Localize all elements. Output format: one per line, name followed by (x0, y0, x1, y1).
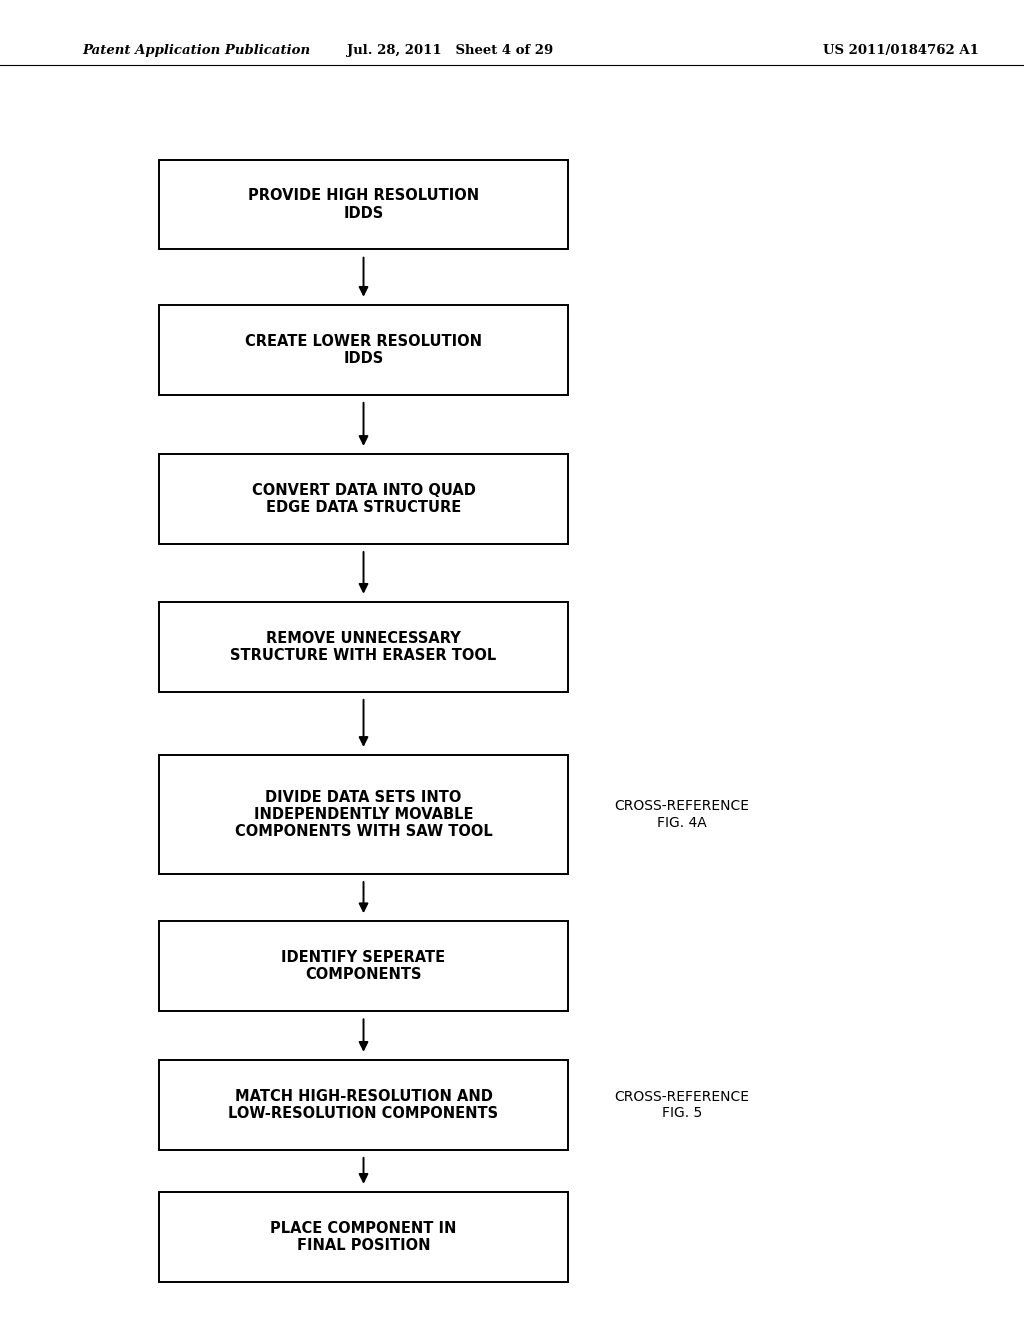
Text: Patent Application Publication: Patent Application Publication (82, 44, 310, 57)
Text: CONVERT DATA INTO QUAD
EDGE DATA STRUCTURE: CONVERT DATA INTO QUAD EDGE DATA STRUCTU… (252, 483, 475, 515)
Text: DIVIDE DATA SETS INTO
INDEPENDENTLY MOVABLE
COMPONENTS WITH SAW TOOL: DIVIDE DATA SETS INTO INDEPENDENTLY MOVA… (234, 789, 493, 840)
Text: MATCH HIGH-RESOLUTION AND
LOW-RESOLUTION COMPONENTS: MATCH HIGH-RESOLUTION AND LOW-RESOLUTION… (228, 1089, 499, 1121)
Bar (159, 1192, 568, 1282)
Text: REMOVE UNNECESSARY
STRUCTURE WITH ERASER TOOL: REMOVE UNNECESSARY STRUCTURE WITH ERASER… (230, 631, 497, 663)
Bar (159, 755, 568, 874)
Text: IDENTIFY SEPERATE
COMPONENTS: IDENTIFY SEPERATE COMPONENTS (282, 950, 445, 982)
Bar (159, 921, 568, 1011)
Text: CROSS-REFERENCE
FIG. 4A: CROSS-REFERENCE FIG. 4A (614, 800, 750, 829)
Text: US 2011/0184762 A1: US 2011/0184762 A1 (823, 44, 979, 57)
Bar (159, 160, 568, 249)
Text: Jul. 28, 2011   Sheet 4 of 29: Jul. 28, 2011 Sheet 4 of 29 (347, 44, 554, 57)
Text: CROSS-REFERENCE
FIG. 5: CROSS-REFERENCE FIG. 5 (614, 1090, 750, 1119)
Bar (159, 1060, 568, 1150)
Text: PROVIDE HIGH RESOLUTION
IDDS: PROVIDE HIGH RESOLUTION IDDS (248, 189, 479, 220)
Bar (159, 454, 568, 544)
Bar (159, 305, 568, 395)
Text: PLACE COMPONENT IN
FINAL POSITION: PLACE COMPONENT IN FINAL POSITION (270, 1221, 457, 1253)
Text: CREATE LOWER RESOLUTION
IDDS: CREATE LOWER RESOLUTION IDDS (245, 334, 482, 366)
Bar (159, 602, 568, 692)
